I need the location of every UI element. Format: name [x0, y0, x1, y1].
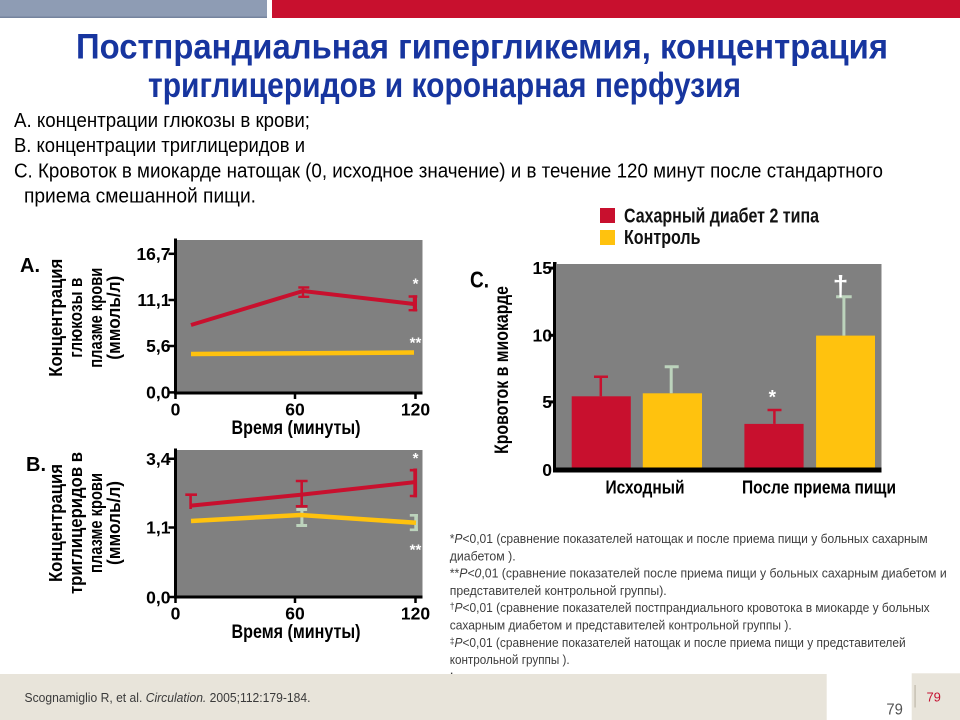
svg-text:0,0: 0,0 — [146, 588, 171, 608]
svg-text:триглицеридов в: триглицеридов в — [66, 452, 86, 594]
svg-text:В. концентрации триглицеридов: В. концентрации триглицеридов и — [14, 135, 305, 157]
svg-text:5,6: 5,6 — [146, 336, 171, 356]
svg-text:60: 60 — [285, 604, 305, 624]
svg-text:1,1: 1,1 — [146, 518, 171, 538]
svg-text:‡P<0,01 (сравнение показателей: ‡P<0,01 (сравнение показателей натощак и… — [450, 635, 906, 650]
svg-text:0: 0 — [542, 460, 552, 480]
svg-text:Время (минуты): Время (минуты) — [232, 622, 361, 643]
svg-text:120: 120 — [401, 400, 430, 420]
svg-text:5: 5 — [542, 392, 552, 412]
svg-text:сахарным диабетом и представит: сахарным диабетом и представителей контр… — [450, 618, 792, 633]
svg-text:Контроль: Контроль — [624, 227, 701, 249]
svg-text:Кровоток в миокарде: Кровоток в миокарде — [492, 286, 513, 454]
svg-text:79: 79 — [926, 690, 941, 705]
svg-text:Концентрация: Концентрация — [46, 464, 66, 582]
svg-text:60: 60 — [285, 400, 305, 420]
svg-text:**: ** — [410, 542, 422, 559]
svg-text:*: * — [413, 276, 419, 293]
svg-text:Постпрандиальная гипергликемия: Постпрандиальная гипергликемия, концентр… — [76, 28, 888, 67]
svg-text:плазме крови: плазме крови — [86, 268, 106, 368]
svg-text:С. Кровоток в миокарде натощак: С. Кровоток в миокарде натощак (0, исход… — [14, 160, 883, 182]
svg-text:После приема пищи: После приема пищи — [742, 478, 896, 498]
svg-text:(ммоль/л): (ммоль/л) — [104, 481, 124, 565]
svg-text:11,1: 11,1 — [137, 290, 170, 310]
svg-text:*: * — [769, 388, 777, 409]
svg-text:В.: В. — [26, 454, 46, 476]
svg-text:120: 120 — [401, 604, 430, 624]
svg-text:0: 0 — [171, 400, 181, 420]
svg-text:(ммоль/л): (ммоль/л) — [104, 276, 124, 360]
svg-text:10: 10 — [533, 325, 553, 345]
svg-text:Время (минуты): Время (минуты) — [232, 418, 361, 439]
svg-text:триглицеридов и коронарная пер: триглицеридов и коронарная перфузия — [148, 66, 741, 105]
svg-text:Концентрация: Концентрация — [46, 259, 66, 377]
svg-text:*P<0,01 (сравнение показателей: *P<0,01 (сравнение показателей натощак и… — [450, 531, 928, 546]
svg-text:†: † — [833, 270, 849, 301]
svg-text:*: * — [413, 450, 419, 467]
svg-text:0,0: 0,0 — [146, 382, 171, 402]
svg-text:С.: С. — [470, 267, 489, 293]
svg-text:**P<0,01 (сравнение показателе: **P<0,01 (сравнение показателей после пр… — [450, 566, 947, 581]
svg-text:0: 0 — [171, 604, 181, 624]
svg-text:диабетом ).: диабетом ). — [450, 548, 516, 563]
svg-text:плазме крови: плазме крови — [86, 473, 106, 573]
svg-text:.: . — [450, 662, 454, 677]
svg-text:†P<0,01 (сравнение показателей: †P<0,01 (сравнение показателей постпранд… — [450, 600, 930, 615]
svg-text:представителей контрольной гру: представителей контрольной группы). — [450, 583, 667, 598]
svg-text:А.: А. — [20, 255, 40, 277]
svg-text:А. концентрации глюкозы в кров: А. концентрации глюкозы в крови; — [14, 110, 310, 132]
svg-text:Scognamiglio R, et al. Circula: Scognamiglio R, et al. Circulation. 2005… — [25, 690, 311, 705]
svg-text:приема смешанной пищи.: приема смешанной пищи. — [24, 186, 256, 208]
svg-text:16,7: 16,7 — [136, 244, 170, 264]
svg-text:**: ** — [410, 335, 422, 352]
svg-text:15: 15 — [533, 258, 553, 278]
svg-text:глюкозы в: глюкозы в — [66, 278, 86, 358]
svg-text:Сахарный диабет 2 типа: Сахарный диабет 2 типа — [624, 205, 820, 227]
svg-text:3,4: 3,4 — [146, 449, 171, 469]
svg-text:Исходный: Исходный — [606, 478, 685, 498]
svg-text:79: 79 — [886, 702, 903, 719]
svg-text:контрольной группы ).: контрольной группы ). — [450, 652, 570, 667]
